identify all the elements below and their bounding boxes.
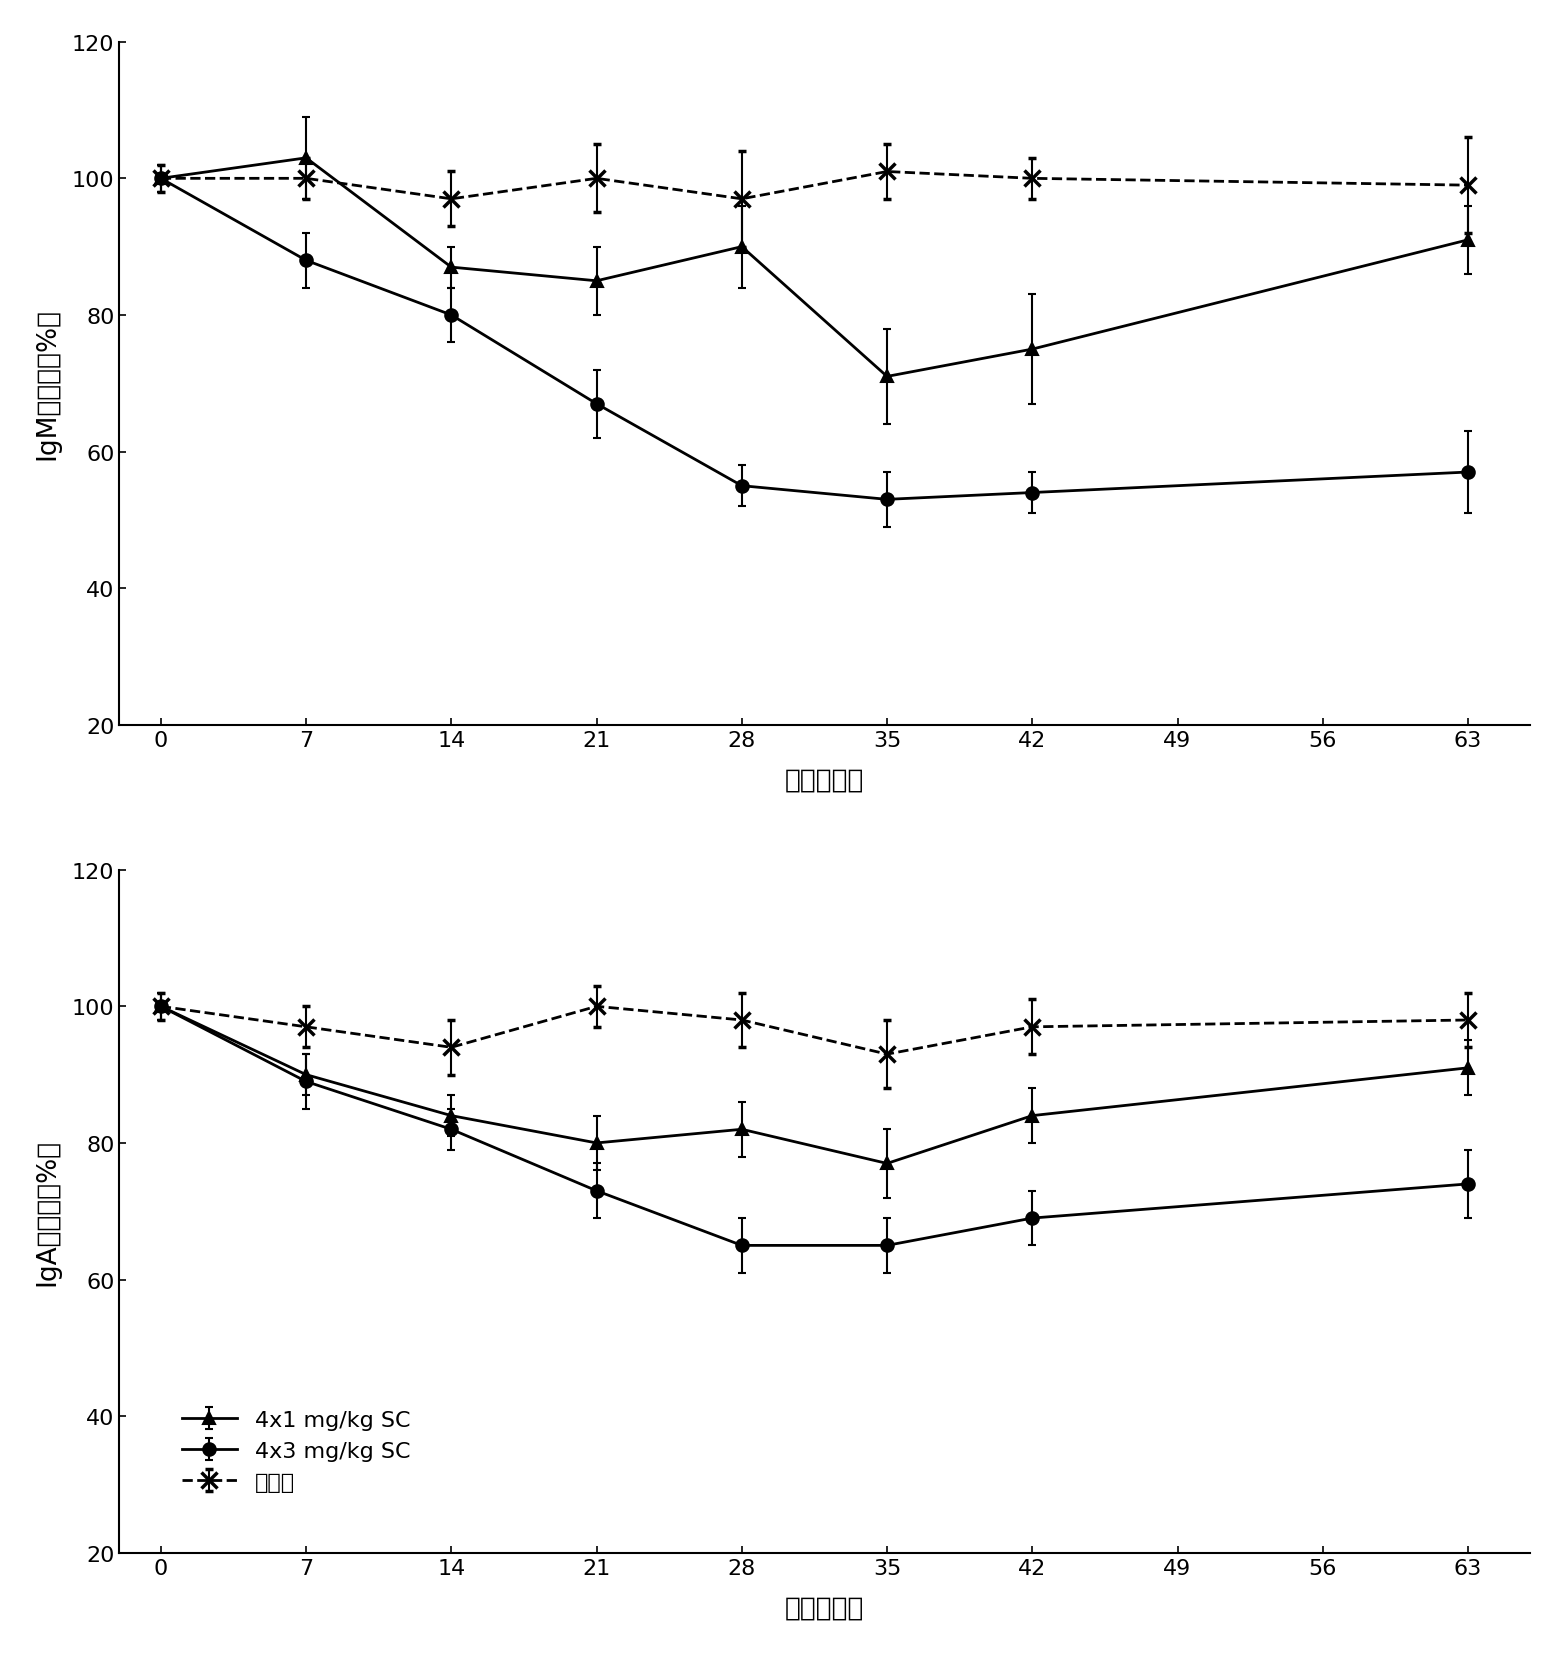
X-axis label: 时间［天］: 时间［天］ — [786, 1594, 864, 1620]
Legend: 4x1 mg/kg SC, 4x3 mg/kg SC, 安慰剂: 4x1 mg/kg SC, 4x3 mg/kg SC, 安慰剂 — [172, 1400, 419, 1501]
Y-axis label: IgM［基线的%］: IgM［基线的%］ — [34, 308, 61, 460]
Y-axis label: IgA［基线的%］: IgA［基线的%］ — [34, 1139, 61, 1284]
X-axis label: 时间［天］: 时间［天］ — [786, 766, 864, 793]
